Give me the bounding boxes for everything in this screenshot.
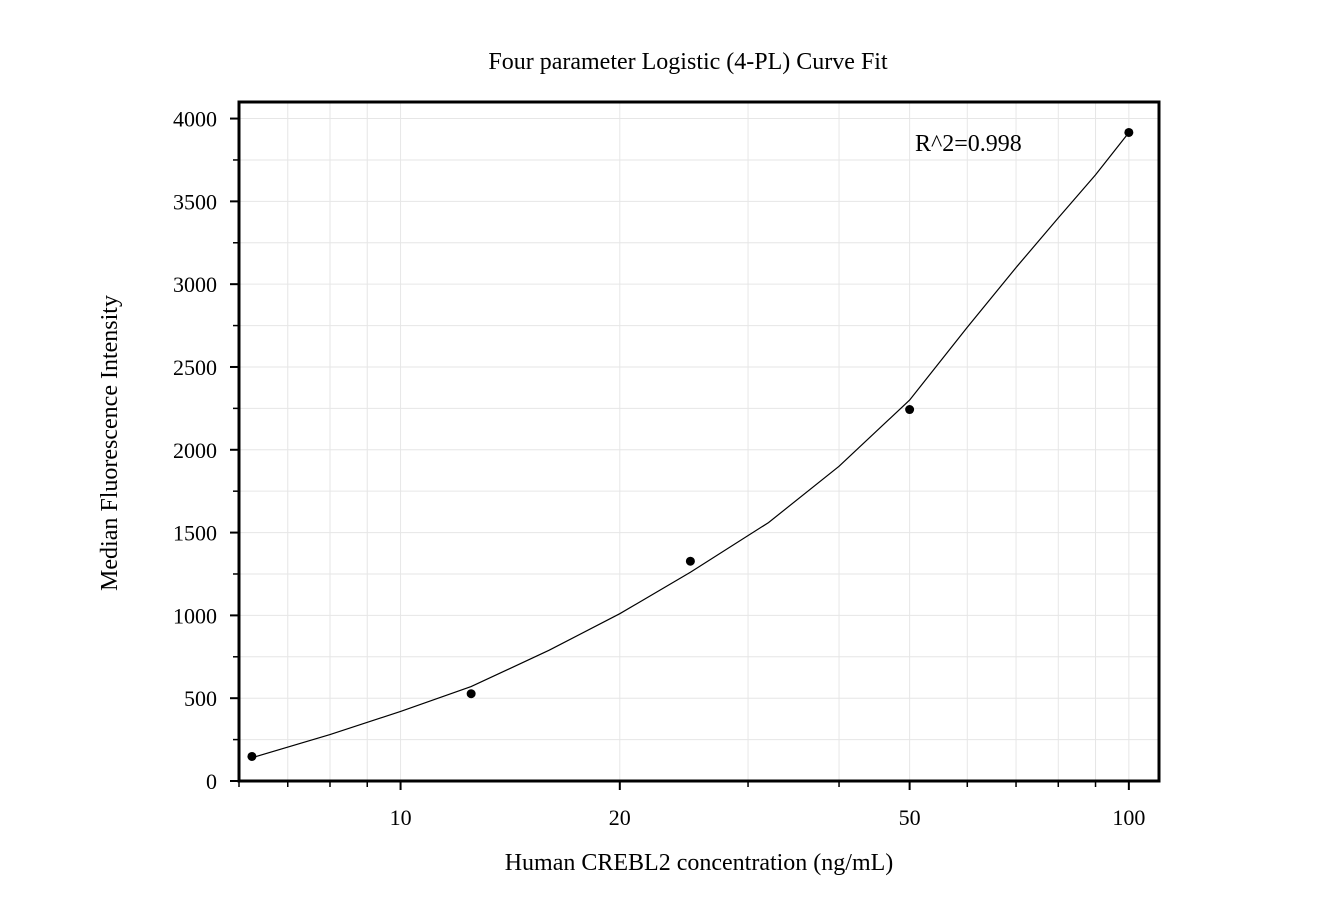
y-tick-label: 3000 [173,272,217,297]
x-tick-label: 100 [1112,805,1145,830]
data-point [685,556,695,566]
y-tick-label: 1000 [173,603,217,628]
y-tick-label: 3500 [173,189,217,214]
data-point [1124,127,1134,137]
data-points [247,127,1134,761]
x-tick-label: 20 [609,805,631,830]
x-tick-label: 50 [899,805,921,830]
x-tick-label: 10 [390,805,412,830]
chart-title: Four parameter Logistic (4-PL) Curve Fit [488,49,888,75]
fit-curve-layer [251,132,1130,759]
axis-ticks [230,117,1130,790]
y-tick-label: 2000 [173,438,217,463]
x-axis-label: Human CREBL2 concentration (ng/mL) [505,850,894,876]
data-point [247,751,257,761]
y-tick-label: 0 [206,769,217,794]
tick-labels: 10 20 50 1000500100015002000250030003500400… [173,107,1145,830]
r-squared-annotation: R^2=0.998 [915,131,1022,157]
grid [238,102,1159,782]
y-tick-label: 4000 [173,107,217,132]
data-point [466,689,476,699]
y-tick-label: 1500 [173,521,217,546]
y-tick-label: 2500 [173,355,217,380]
y-axis-label: Median Fluorescence Intensity [97,295,123,591]
plot-frame [237,100,1161,783]
data-point [905,405,915,415]
fit-curve [251,132,1130,759]
y-tick-label: 500 [184,686,217,711]
